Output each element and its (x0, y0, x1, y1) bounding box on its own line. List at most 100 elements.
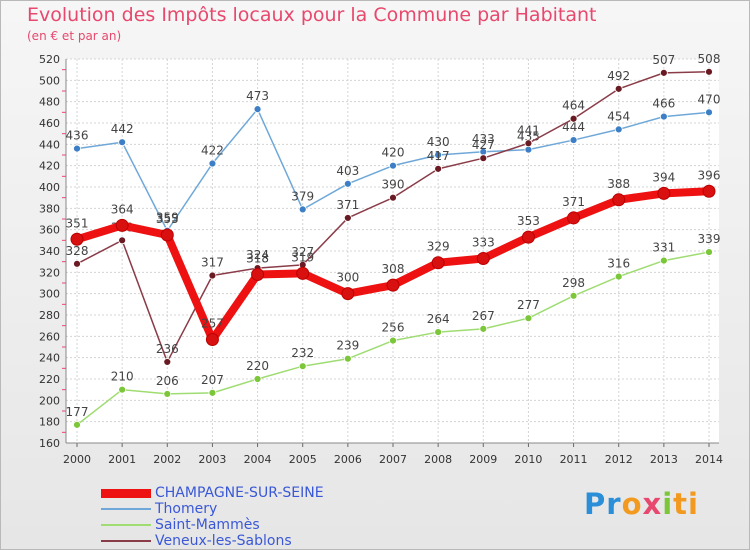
data-point-thomery (705, 108, 713, 117)
x-tick-label: 2005 (289, 453, 317, 466)
data-label-saint-mamm-s: 298 (562, 276, 585, 290)
y-tick-label: 460 (39, 117, 60, 130)
y-tick-label: 160 (39, 437, 60, 450)
legend-swatch-champagne (101, 489, 151, 498)
data-point-champagne-sur-seine (702, 184, 716, 198)
x-tick-label: 2013 (650, 453, 678, 466)
data-label-saint-mamm-s: 206 (156, 374, 179, 388)
data-point-veneux-les-sablons (118, 236, 127, 245)
data-label-thomery: 436 (66, 129, 89, 143)
x-tick-label: 2010 (514, 453, 542, 466)
y-tick-label: 260 (39, 330, 60, 343)
data-point-thomery (343, 179, 352, 188)
data-label-thomery: 379 (291, 189, 314, 203)
y-tick-label: 220 (39, 373, 60, 386)
data-label-saint-mamm-s: 207 (201, 373, 224, 387)
data-label-saint-mamm-s: 267 (472, 309, 495, 323)
data-point-veneux-les-sablons (569, 114, 578, 123)
data-point-thomery (569, 136, 578, 144)
data-label-veneux-les-sablons: 371 (336, 198, 359, 212)
data-point-saint-mamm-s (614, 272, 623, 281)
data-label-saint-mamm-s: 239 (336, 339, 359, 353)
data-point-saint-mamm-s (343, 354, 352, 363)
x-tick-label: 2006 (334, 453, 362, 466)
data-label-champagne-sur-seine: 353 (517, 214, 540, 228)
data-label-champagne-sur-seine: 388 (607, 177, 630, 191)
y-tick-label: 340 (39, 245, 60, 258)
data-label-thomery: 442 (111, 122, 134, 136)
data-point-champagne-sur-seine (70, 232, 84, 246)
data-label-champagne-sur-seine: 355 (156, 212, 179, 226)
data-point-thomery (118, 138, 127, 147)
data-point-champagne-sur-seine (612, 193, 626, 207)
data-point-veneux-les-sablons (524, 139, 533, 148)
data-label-veneux-les-sablons: 390 (382, 178, 405, 192)
data-label-veneux-les-sablons: 492 (607, 69, 630, 83)
data-label-saint-mamm-s: 277 (517, 298, 540, 312)
data-label-thomery: 454 (607, 109, 630, 123)
data-point-champagne-sur-seine (386, 278, 400, 292)
data-label-thomery: 430 (427, 135, 450, 149)
data-point-veneux-les-sablons (434, 164, 443, 173)
data-point-veneux-les-sablons (163, 358, 172, 366)
data-point-champagne-sur-seine (657, 186, 671, 200)
legend-label: CHAMPAGNE-SUR-SEINE (155, 485, 324, 501)
y-tick-label: 320 (39, 266, 60, 279)
y-tick-label: 400 (39, 181, 60, 194)
legend-label: Thomery (155, 501, 218, 517)
data-point-thomery (253, 105, 262, 114)
data-label-thomery: 470 (698, 92, 721, 106)
data-point-champagne-sur-seine (567, 211, 581, 225)
data-point-thomery (298, 205, 307, 214)
y-tick-label: 440 (39, 138, 60, 151)
y-tick-label: 200 (39, 394, 60, 407)
data-label-champagne-sur-seine: 308 (382, 262, 405, 276)
data-label-thomery: 433 (472, 132, 495, 146)
y-tick-label: 280 (39, 309, 60, 322)
data-point-champagne-sur-seine (251, 267, 265, 281)
data-point-saint-mamm-s (705, 248, 713, 256)
data-point-saint-mamm-s (163, 390, 172, 398)
x-tick-label: 2007 (379, 453, 407, 466)
data-label-champagne-sur-seine: 364 (111, 202, 134, 216)
data-label-veneux-les-sablons: 464 (562, 99, 585, 113)
x-tick-label: 2001 (108, 453, 136, 466)
legend-swatch-thomery (101, 508, 151, 510)
y-tick-label: 480 (39, 96, 60, 109)
data-point-saint-mamm-s (569, 291, 578, 300)
legend-swatch-saint-mammes (101, 524, 151, 526)
y-tick-label: 500 (39, 74, 60, 87)
legend-label: Saint-Mammès (155, 517, 260, 533)
data-point-saint-mamm-s (118, 385, 127, 394)
data-label-veneux-les-sablons: 236 (156, 342, 179, 356)
x-tick-label: 2004 (244, 453, 272, 466)
data-point-saint-mamm-s (434, 328, 443, 336)
data-point-champagne-sur-seine (431, 256, 445, 270)
data-label-veneux-les-sablons: 417 (427, 149, 450, 163)
data-point-saint-mamm-s (524, 314, 533, 323)
data-label-veneux-les-sablons: 508 (698, 52, 721, 66)
data-point-champagne-sur-seine (476, 251, 490, 265)
data-label-champagne-sur-seine: 351 (66, 216, 89, 230)
data-label-champagne-sur-seine: 318 (246, 251, 269, 265)
data-label-thomery: 359 (156, 211, 179, 225)
data-point-veneux-les-sablons (389, 193, 397, 202)
legend-swatch-veneux (101, 540, 151, 542)
x-tick-label: 2009 (469, 453, 497, 466)
chart-subtitle: (en € et par an) (27, 29, 122, 43)
data-label-veneux-les-sablons: 327 (291, 245, 314, 259)
data-label-champagne-sur-seine: 329 (427, 240, 450, 254)
data-label-champagne-sur-seine: 371 (562, 195, 585, 209)
y-tick-label: 520 (39, 53, 60, 66)
x-tick-label: 2002 (153, 453, 181, 466)
x-tick-label: 2008 (424, 453, 452, 466)
data-label-thomery: 444 (562, 120, 585, 134)
data-label-saint-mamm-s: 316 (607, 257, 630, 271)
data-point-veneux-les-sablons (479, 154, 488, 163)
data-point-champagne-sur-seine (115, 218, 129, 232)
data-point-champagne-sur-seine (205, 333, 219, 347)
data-label-saint-mamm-s: 339 (698, 232, 721, 246)
legend-label: Veneux-les-Sablons (155, 533, 292, 549)
x-tick-label: 2014 (695, 453, 723, 466)
y-tick-label: 180 (39, 416, 60, 429)
